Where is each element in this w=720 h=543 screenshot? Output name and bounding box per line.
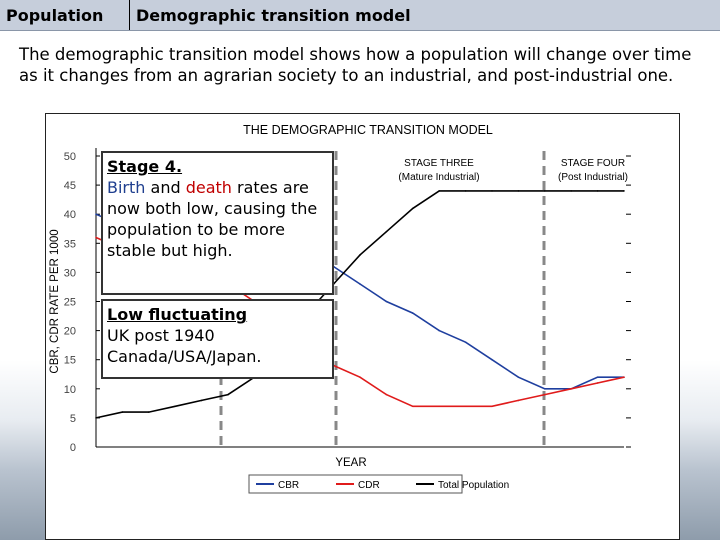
data-point	[121, 411, 124, 413]
data-point	[596, 382, 599, 384]
data-point	[544, 388, 546, 390]
y-axis-label: CBR, CDR RATE PER 1000	[49, 229, 61, 373]
data-point	[412, 312, 414, 314]
data-point	[570, 388, 572, 390]
data-point	[438, 329, 441, 332]
title-bar: Population Demographic transition model	[0, 0, 720, 31]
data-point	[359, 254, 361, 256]
death-word: death	[185, 178, 232, 197]
slide-title: Demographic transition model	[136, 5, 411, 25]
low-fluctuating-title: Low fluctuating	[107, 305, 248, 324]
y-tick-label: 0	[70, 442, 76, 454]
y-tick-label: 20	[64, 326, 76, 338]
data-point	[623, 376, 625, 378]
section-label: Population	[0, 0, 130, 30]
y-tick-label: 15	[64, 355, 76, 367]
data-point	[491, 358, 493, 361]
legend-label: Total Population	[438, 480, 509, 491]
legend-label: CBR	[278, 480, 299, 491]
data-point	[491, 190, 493, 192]
stage-label-sub: (Mature Industrial)	[398, 172, 479, 183]
example-line-1: UK post 1940	[107, 326, 215, 345]
x-axis-label: YEAR	[335, 457, 366, 469]
data-point	[385, 393, 388, 396]
data-point	[95, 417, 97, 419]
stage-label-name: STAGE FOUR	[561, 158, 625, 169]
data-point	[359, 283, 361, 285]
y-tick-label: 35	[64, 238, 76, 250]
data-point	[544, 393, 546, 396]
low-fluctuating-callout: Low fluctuating UK post 1940 Canada/USA/…	[101, 299, 334, 379]
data-point	[385, 300, 388, 303]
y-tick-label: 10	[64, 384, 76, 396]
data-point	[95, 236, 97, 239]
data-point	[623, 190, 625, 192]
data-point	[517, 376, 520, 378]
chart-title: THE DEMOGRAPHIC TRANSITION MODEL	[243, 123, 493, 137]
data-point	[385, 230, 388, 233]
birth-word: Birth	[107, 178, 146, 197]
data-point	[438, 405, 441, 408]
y-tick-label: 45	[64, 180, 76, 192]
example-line-2: Canada/USA/Japan.	[107, 347, 262, 366]
legend-box	[248, 474, 463, 494]
data-point	[174, 405, 176, 408]
data-point	[491, 405, 493, 408]
dtm-chart: THE DEMOGRAPHIC TRANSITION MODEL 0 5 10 15 20…	[49, 123, 631, 494]
data-point	[412, 207, 414, 210]
data-point	[464, 405, 467, 408]
stage4-title: Stage 4.	[107, 157, 183, 176]
data-point	[95, 213, 97, 215]
data-point	[438, 190, 441, 192]
data-point	[412, 405, 414, 408]
stage-label-sub: (Post Industrial)	[558, 172, 628, 183]
stage-label-name: STAGE THREE	[404, 158, 474, 169]
legend-label: CDR	[358, 480, 380, 491]
data-point	[148, 411, 150, 413]
data-point	[570, 190, 572, 192]
data-point	[464, 341, 467, 344]
data-point	[517, 399, 520, 402]
data-point	[359, 376, 361, 378]
data-point	[464, 190, 467, 192]
data-point	[596, 376, 599, 378]
y-tick-label: 30	[64, 267, 76, 279]
and-word: and	[145, 178, 186, 197]
data-point	[200, 399, 203, 402]
intro-paragraph: The demographic transition model shows h…	[19, 45, 692, 85]
data-point	[517, 190, 520, 192]
y-tick-label: 5	[70, 413, 76, 425]
y-tick-label: 50	[64, 151, 76, 163]
y-tick-label: 25	[64, 297, 76, 309]
y-tick-label: 40	[64, 209, 76, 221]
data-point	[227, 393, 229, 396]
stage4-callout: Stage 4. Birth and death rates are now b…	[101, 151, 334, 295]
stage4-text: rates are now both low, causing the popu…	[107, 178, 318, 260]
data-point	[596, 190, 599, 192]
data-point	[544, 190, 546, 192]
